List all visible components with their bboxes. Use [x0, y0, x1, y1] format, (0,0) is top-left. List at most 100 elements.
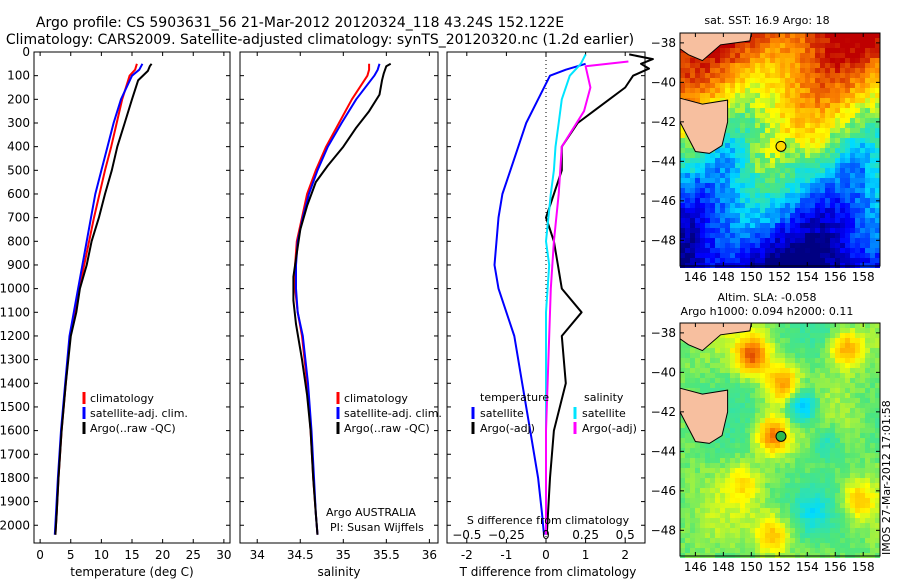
map-cell — [835, 208, 840, 213]
map-cell — [865, 498, 870, 503]
map-cell — [870, 218, 875, 223]
map-cell — [745, 453, 750, 458]
map-cell — [800, 48, 805, 53]
series-line-temperature-satellite — [493, 62, 586, 535]
map-cell — [840, 383, 845, 388]
map-cell — [735, 343, 740, 348]
map-cell — [865, 518, 870, 523]
map-cell — [800, 33, 805, 38]
map-cell — [740, 218, 745, 223]
map-cell — [800, 363, 805, 368]
legend-label: Argo(..raw -QC) — [344, 422, 430, 435]
map-cell — [870, 83, 875, 88]
map-cell — [780, 463, 785, 468]
map-cell — [815, 453, 820, 458]
map-cell — [865, 233, 870, 238]
map-cell — [810, 373, 815, 378]
map-cell — [750, 538, 755, 543]
map-cell — [795, 388, 800, 393]
map-cell — [870, 503, 875, 508]
map-cell — [865, 108, 870, 113]
map-cell — [810, 198, 815, 203]
map-cell — [780, 213, 785, 218]
map-cell — [770, 463, 775, 468]
map-cell — [785, 203, 790, 208]
map-cell — [695, 548, 700, 553]
map-cell — [680, 448, 685, 453]
map-cell — [840, 138, 845, 143]
map-cell — [750, 338, 755, 343]
map-cell — [700, 258, 705, 263]
map-cell — [760, 198, 765, 203]
map-cell — [825, 518, 830, 523]
map-cell — [755, 178, 760, 183]
map-cell — [775, 163, 780, 168]
map-cell — [735, 448, 740, 453]
map-cell — [805, 78, 810, 83]
map-cell — [845, 193, 850, 198]
map-cell — [735, 163, 740, 168]
map-cell — [740, 388, 745, 393]
map-cell — [755, 368, 760, 373]
map-cell — [820, 238, 825, 243]
map-cell — [710, 548, 715, 553]
map-cell — [815, 483, 820, 488]
map-cell — [785, 43, 790, 48]
map-cell — [775, 493, 780, 498]
map-cell — [835, 508, 840, 513]
map-cell — [755, 413, 760, 418]
map-cell — [735, 348, 740, 353]
map-cell — [775, 513, 780, 518]
map-cell — [710, 93, 715, 98]
map-cell — [830, 338, 835, 343]
map-cell — [745, 383, 750, 388]
map-cell — [810, 423, 815, 428]
map-cell — [795, 98, 800, 103]
map-cell — [870, 148, 875, 153]
map-cell — [810, 88, 815, 93]
map-cell — [865, 403, 870, 408]
map-cell — [820, 213, 825, 218]
map-cell — [815, 463, 820, 468]
map-cell — [825, 333, 830, 338]
map-cell — [865, 43, 870, 48]
sla-map-float-marker — [775, 430, 787, 442]
map-cell — [840, 503, 845, 508]
map-cell — [690, 223, 695, 228]
map-cell — [785, 523, 790, 528]
map-cell — [855, 388, 860, 393]
map-cell — [715, 528, 720, 533]
map-cell — [840, 133, 845, 138]
map-cell — [690, 488, 695, 493]
map-cell — [760, 448, 765, 453]
map-cell — [770, 528, 775, 533]
map-cell — [700, 243, 705, 248]
map-cell — [845, 363, 850, 368]
map-cell — [760, 423, 765, 428]
map-cell — [795, 108, 800, 113]
map-cell — [865, 98, 870, 103]
map-cell — [790, 543, 795, 548]
map-cell — [795, 203, 800, 208]
map-cell — [760, 443, 765, 448]
map-cell — [710, 228, 715, 233]
map-cell — [865, 408, 870, 413]
map-cell — [850, 398, 855, 403]
map-cell — [850, 468, 855, 473]
map-cell — [685, 378, 690, 383]
map-cell — [780, 398, 785, 403]
map-cell — [765, 213, 770, 218]
map-cell — [850, 73, 855, 78]
map-cell — [770, 448, 775, 453]
map-cell — [780, 378, 785, 383]
map-cell — [860, 378, 865, 383]
map-cell — [860, 373, 865, 378]
map-cell — [710, 513, 715, 518]
map-cell — [705, 508, 710, 513]
map-cell — [825, 68, 830, 73]
map-cell — [770, 498, 775, 503]
map-cell — [725, 163, 730, 168]
x-tick-label: 35.5 — [373, 548, 400, 562]
map-cell — [735, 153, 740, 158]
map-cell — [810, 478, 815, 483]
